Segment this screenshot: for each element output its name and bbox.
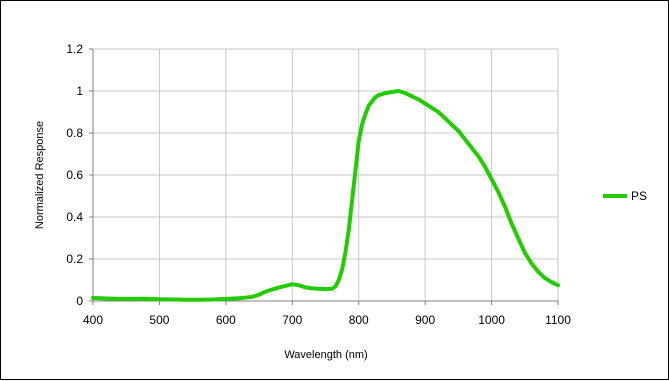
x-tick-label: 500 xyxy=(149,313,169,327)
legend-label-ps: PS xyxy=(631,189,647,203)
x-tick-label: 400 xyxy=(83,313,103,327)
x-tick-label: 700 xyxy=(282,313,302,327)
y-tick-label: 0 xyxy=(76,294,83,308)
x-tick-label: 600 xyxy=(216,313,236,327)
y-axis-title: Normalized Response xyxy=(34,121,46,229)
x-tick-label: 900 xyxy=(415,313,435,327)
x-tick-label: 800 xyxy=(349,313,369,327)
y-tick-label: 1 xyxy=(76,84,83,98)
grid-layer xyxy=(92,48,559,302)
y-tick-label: 0.6 xyxy=(66,168,83,182)
series-layer xyxy=(91,89,560,302)
x-axis-title: Wavelength (nm) xyxy=(284,349,367,361)
series-line-ps xyxy=(91,89,560,302)
y-tick-label: 0.8 xyxy=(66,126,83,140)
axis-layer: 400 500 600 700 800 900 1000 1100 0 0.2 0.4 0.6 0.8 1… xyxy=(66,42,571,327)
x-tick-label: 1000 xyxy=(478,313,505,327)
legend: PS xyxy=(603,189,647,203)
y-tick-label: 1.2 xyxy=(66,42,83,56)
y-tick-label: 0.4 xyxy=(66,210,83,224)
y-tick-label: 0.2 xyxy=(66,252,83,266)
x-tick-label: 1100 xyxy=(545,313,571,327)
